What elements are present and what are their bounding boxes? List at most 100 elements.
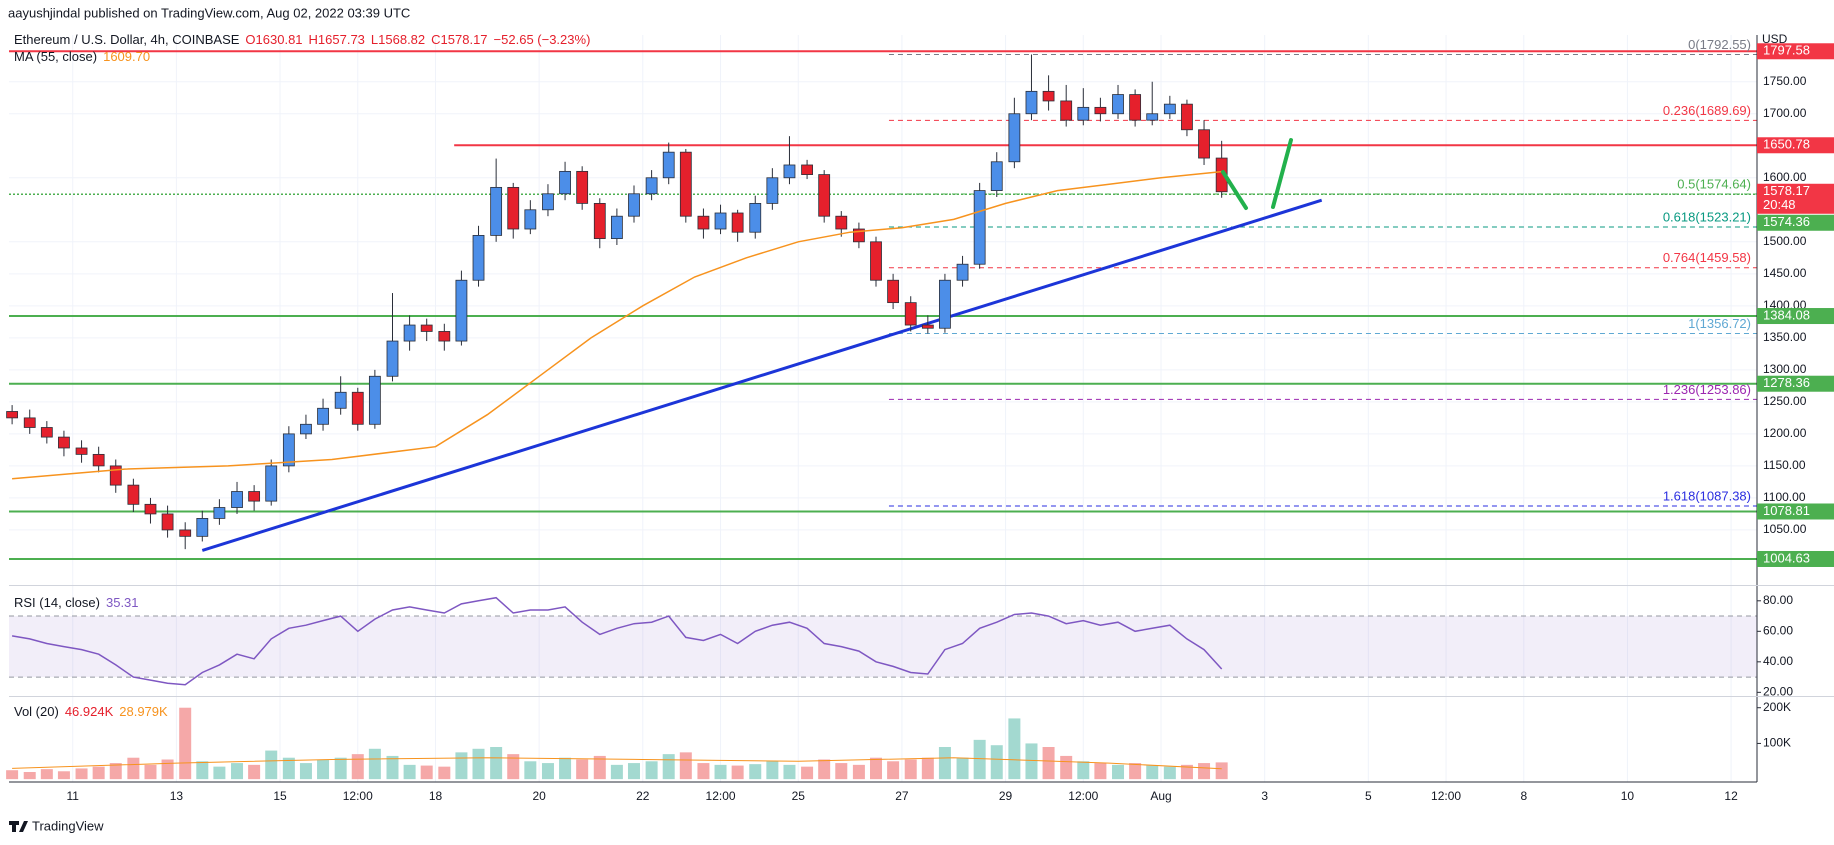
volume-bar	[904, 759, 917, 780]
candle-body	[783, 164, 796, 179]
tv-logo	[9, 821, 28, 832]
candle-body	[507, 186, 520, 230]
axis-layer: 11 13 15 12:00 18 20 22 12:00 25 27 29 12:00 Aug 3 5 12…	[67, 37, 1834, 803]
volume-bar	[766, 761, 779, 780]
volume-bar	[334, 757, 347, 780]
candle-body	[610, 215, 623, 240]
x-tick-label: 11	[67, 789, 80, 803]
candle-body	[645, 177, 658, 195]
candle-body	[524, 209, 537, 230]
volume-bar	[317, 759, 330, 780]
logo-part	[19, 821, 28, 832]
fib-label: 1.236(1253.86)	[1663, 382, 1751, 397]
x-tick-label: Aug	[1150, 789, 1171, 803]
volume-bar	[593, 755, 606, 780]
ma-legend: MA (55, close) 1609.70	[14, 49, 150, 64]
candle-body	[731, 212, 744, 233]
change: −52.65 (−3.23%)	[494, 32, 591, 47]
candle-body	[1198, 129, 1210, 159]
x-tick-label: 12:00	[343, 789, 373, 803]
fib-label: 0.618(1523.21)	[1663, 209, 1751, 224]
candle-body	[870, 241, 882, 281]
currency: USD	[1762, 32, 1788, 46]
x-tick-label: 10	[1621, 789, 1635, 803]
vol-legend: Vol (20) 46.924K 28.979K	[14, 704, 168, 719]
volume-bar	[524, 761, 537, 780]
rsi-legend: RSI (14, close) 35.31	[14, 595, 139, 610]
volume-ma-line	[12, 757, 1222, 770]
volume-bar	[921, 757, 934, 780]
x-tick-label: 3	[1261, 789, 1268, 803]
volume-bar	[1077, 761, 1090, 780]
price-tag-label: 1078.81	[1763, 503, 1810, 518]
volume-bar	[23, 772, 36, 780]
volume-bar	[1163, 766, 1176, 780]
ma-name: MA (55, close)	[14, 49, 97, 64]
y-tick-label: 1350.00	[1763, 330, 1807, 344]
x-tick-label: 27	[895, 789, 909, 803]
x-tick-label: 22	[636, 789, 650, 803]
ma-line	[12, 170, 1222, 480]
y-tick-label: 40.00	[1763, 654, 1793, 668]
candle-body	[1077, 106, 1090, 121]
candle-body	[542, 193, 554, 211]
candle-body	[317, 407, 329, 425]
rsi-name: RSI (14, close)	[14, 595, 100, 610]
candle-body	[904, 302, 917, 326]
volume-bar	[610, 764, 623, 780]
volume-bar	[541, 763, 554, 780]
volume-bar	[472, 748, 485, 780]
volume-bar	[818, 759, 831, 780]
volume-bar	[75, 768, 88, 780]
x-tick-label: 13	[170, 789, 184, 803]
volume-bar	[1146, 765, 1159, 780]
volume-bar	[731, 765, 744, 780]
ohlc: C1578.17	[431, 32, 487, 47]
x-tick-label: 12:00	[1068, 789, 1098, 803]
x-tick-label: 5	[1365, 789, 1372, 803]
price-tag	[1757, 375, 1834, 392]
volume-bar	[679, 752, 692, 780]
x-tick-label: 15	[273, 789, 287, 803]
volume-bar	[835, 763, 848, 780]
candle-body	[420, 324, 433, 332]
candle-body	[144, 503, 157, 515]
price-tag-label: 1574.36	[1763, 214, 1810, 229]
price-tag	[1757, 308, 1834, 325]
candle-body	[196, 518, 209, 537]
rsi-line	[11, 596, 1223, 686]
candle-body	[1146, 113, 1159, 121]
volume-bar	[559, 757, 572, 780]
candle-body	[334, 391, 347, 409]
candle-body	[92, 453, 105, 467]
candle-body	[438, 331, 451, 342]
volume-bar	[438, 766, 451, 780]
vol-ma-value: 28.979K	[119, 704, 168, 719]
price-tag-label: 1578.17	[1763, 183, 1810, 198]
candle-body	[1129, 94, 1142, 121]
candle-body	[300, 423, 312, 435]
marks-layer	[6, 50, 1757, 780]
candle-body	[58, 436, 70, 449]
candle-body	[921, 324, 934, 329]
candle-body	[973, 190, 986, 265]
volume-bar	[403, 764, 416, 780]
candle-body	[490, 186, 503, 236]
candle-body	[1025, 90, 1038, 115]
volume-bar	[1094, 763, 1107, 780]
y-tick-label: 1200.00	[1763, 426, 1807, 440]
vol-value: 46.924K	[65, 704, 114, 719]
candle-body	[1060, 100, 1073, 121]
x-tick-label: 12:00	[706, 789, 736, 803]
candle-body	[835, 215, 848, 230]
rsi-value: 35.31	[106, 595, 139, 610]
x-tick-label: 8	[1520, 789, 1527, 803]
price-tag-label: 1278.36	[1763, 375, 1810, 390]
ohlc: L1568.82	[371, 32, 425, 47]
x-tick-label: 25	[792, 789, 806, 803]
volume-bar	[1198, 763, 1211, 780]
publisher: aayushjindal published on TradingView.co…	[8, 5, 410, 20]
price-tag	[1757, 550, 1834, 567]
price-tag-label: 1797.58	[1763, 43, 1810, 58]
rsi-band	[9, 616, 1757, 678]
